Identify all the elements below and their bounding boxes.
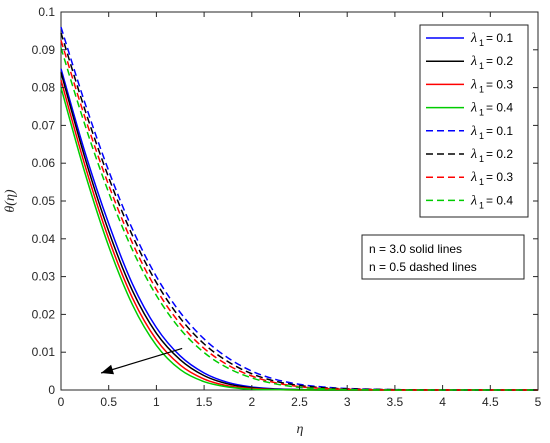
legend-subscript: 1 bbox=[479, 177, 484, 187]
legend-value: = 0.4 bbox=[486, 193, 513, 207]
legend-symbol: λ bbox=[470, 54, 477, 69]
legend-subscript: 1 bbox=[479, 200, 484, 210]
annotation-frame bbox=[361, 234, 525, 280]
legend: λ 1 = 0.1λ 1 = 0.2λ 1 = 0.3λ 1 = 0.4λ 1 = 0.1λ 1 = 0… bbox=[419, 24, 529, 218]
arrow-head bbox=[101, 364, 115, 375]
x-tick-label: 2 bbox=[248, 395, 255, 409]
trend-arrow bbox=[100, 347, 183, 375]
x-tick-label: 0 bbox=[58, 395, 65, 409]
x-axis-label: η bbox=[297, 422, 304, 437]
legend-subscript: 1 bbox=[479, 84, 484, 94]
legend-subscript: 1 bbox=[479, 38, 484, 48]
axis-ticks: 0 0.5 1 1.5 2 2.5 3 3.5 4 4.5 5 0 0.01 0.02 0.03 0.04 0.… bbox=[32, 5, 542, 409]
y-tick-label: 0.06 bbox=[32, 156, 56, 170]
legend-box bbox=[419, 24, 529, 218]
y-tick-label: 0.05 bbox=[32, 194, 56, 208]
arrow-shaft bbox=[100, 347, 183, 374]
y-tick-label: 0.04 bbox=[32, 232, 56, 246]
annotation-box: n = 3.0 solid lines n = 0.5 dashed lines bbox=[361, 234, 525, 280]
x-tick-label: 3.5 bbox=[387, 395, 404, 409]
y-tick-label: 0.07 bbox=[32, 118, 56, 132]
y-tick-label: 0.1 bbox=[38, 5, 55, 19]
x-tick-label: 5 bbox=[535, 395, 542, 409]
legend-value: = 0.2 bbox=[486, 147, 513, 161]
y-tick-label: 0.01 bbox=[32, 345, 56, 359]
x-tick-label: 3 bbox=[344, 395, 351, 409]
y-axis-label: θ(η) bbox=[3, 189, 18, 212]
x-tick-label: 1 bbox=[153, 395, 160, 409]
legend-symbol: λ bbox=[470, 170, 477, 185]
legend-value: = 0.4 bbox=[486, 101, 513, 115]
legend-symbol: λ bbox=[470, 124, 477, 139]
y-tick-label: 0.09 bbox=[32, 43, 56, 57]
y-tick-label: 0.03 bbox=[32, 270, 56, 284]
legend-symbol: λ bbox=[470, 147, 477, 162]
annotation-dashed: n = 0.5 dashed lines bbox=[369, 260, 477, 274]
legend-value: = 0.1 bbox=[486, 31, 513, 45]
legend-value: = 0.3 bbox=[486, 170, 513, 184]
series-line-6 bbox=[60, 32, 538, 391]
legend-symbol: λ bbox=[470, 101, 477, 116]
legend-value: = 0.1 bbox=[486, 124, 513, 138]
legend-value: = 0.2 bbox=[486, 54, 513, 68]
series-lines bbox=[60, 26, 538, 391]
x-tick-label: 4 bbox=[439, 395, 446, 409]
x-tick-label: 4.5 bbox=[482, 395, 499, 409]
legend-subscript: 1 bbox=[479, 154, 484, 164]
legend-subscript: 1 bbox=[479, 108, 484, 118]
annotation-solid: n = 3.0 solid lines bbox=[369, 242, 462, 256]
legend-symbol: λ bbox=[470, 193, 477, 208]
y-tick-label: 0 bbox=[48, 383, 55, 397]
legend-symbol: λ bbox=[470, 31, 477, 46]
x-tick-label: 1.5 bbox=[196, 395, 213, 409]
series-line-8 bbox=[60, 47, 538, 391]
y-tick-label: 0.08 bbox=[32, 81, 56, 95]
legend-symbol: λ bbox=[470, 77, 477, 92]
legend-subscript: 1 bbox=[479, 61, 484, 71]
x-tick-label: 0.5 bbox=[100, 395, 117, 409]
y-tick-label: 0.02 bbox=[32, 307, 56, 321]
x-tick-label: 2.5 bbox=[291, 395, 308, 409]
legend-subscript: 1 bbox=[479, 131, 484, 141]
legend-value: = 0.3 bbox=[486, 77, 513, 91]
